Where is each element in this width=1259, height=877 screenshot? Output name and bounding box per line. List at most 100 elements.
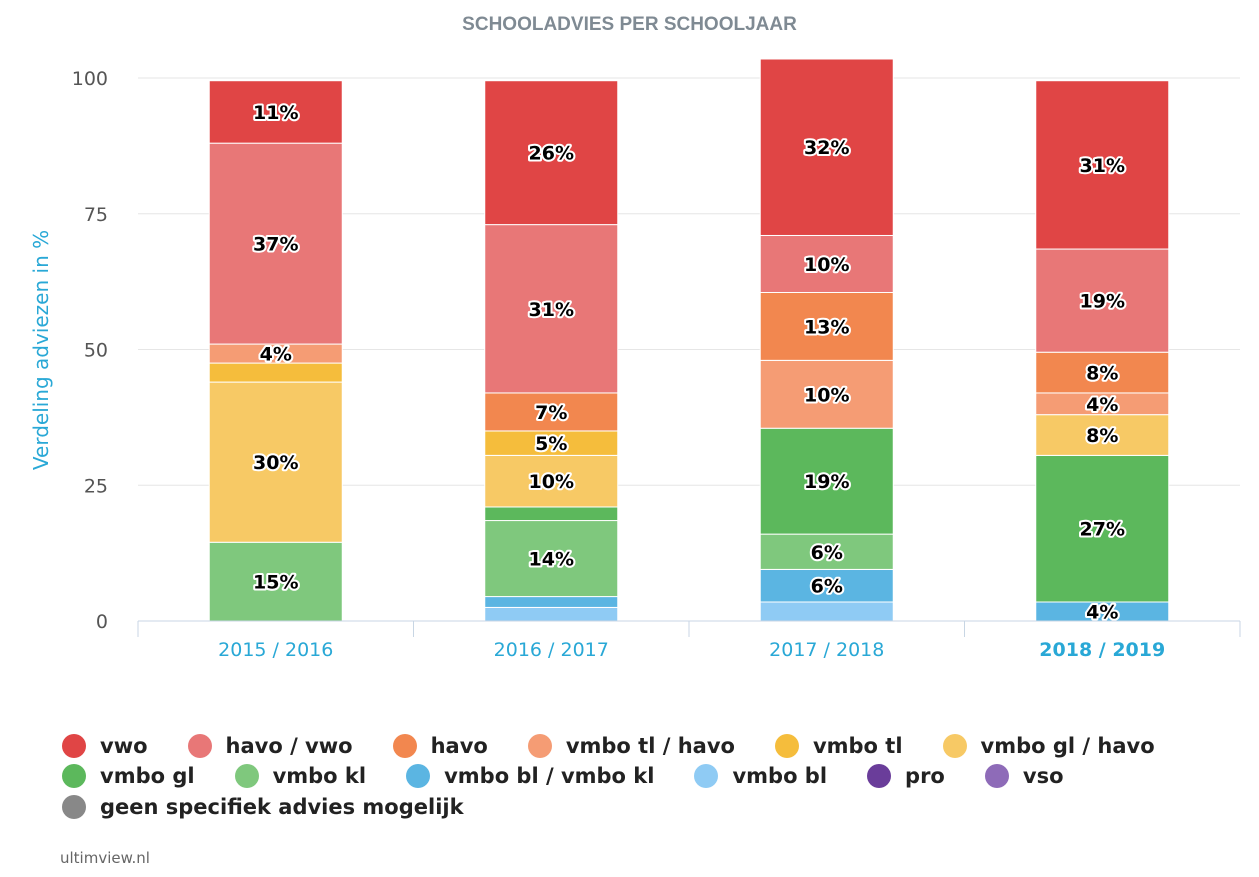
data-label: 4%	[1086, 394, 1118, 416]
legend-marker-icon	[942, 733, 967, 758]
bar-segment[interactable]	[208, 80, 343, 144]
legend-marker-icon	[187, 733, 212, 758]
legend-item[interactable]: vmbo bl	[694, 762, 827, 791]
legend-marker-icon	[984, 764, 1009, 788]
stacked-bar-chart: 0 25 50 75 100 Verdeling adviezen in % 15% 30…	[29, 58, 1241, 661]
data-label: 4%	[260, 344, 292, 366]
data-label: 6%	[811, 576, 843, 598]
bar-segment[interactable]	[759, 427, 894, 535]
x-tick-label: 2017 / 2018	[769, 639, 884, 661]
legend-item[interactable]: vmbo tl / havo	[527, 731, 735, 760]
legend-label: vmbo gl	[100, 764, 195, 788]
data-label: 14%	[529, 549, 574, 571]
legend-item[interactable]: vmbo tl	[774, 731, 903, 760]
bar-segment[interactable]	[484, 454, 619, 508]
data-label: 26%	[529, 143, 574, 165]
legend-marker-icon	[867, 764, 892, 788]
bar-segment[interactable]	[1035, 80, 1170, 250]
legend-item[interactable]: vmbo bl / vmbo kl	[406, 762, 654, 791]
legend-label: vmbo bl	[732, 764, 828, 788]
legend-label: havo	[430, 733, 488, 758]
y-tick-label: 75	[84, 204, 108, 226]
bar-segment[interactable]	[484, 506, 619, 522]
bar-segment[interactable]	[208, 541, 343, 622]
legend: vwo havo / vwo havo vmbo tl / havo vmbo tl vm…	[62, 731, 1232, 823]
legend-label: vmbo gl / havo	[980, 733, 1155, 758]
data-label: 19%	[1080, 291, 1125, 313]
bar-segment[interactable]	[208, 362, 343, 383]
y-axis-ticks: 0 25 50 75 100	[72, 68, 108, 633]
y-tick-label: 0	[96, 611, 108, 633]
bar-segment[interactable]	[208, 142, 343, 345]
data-label: 8%	[1086, 425, 1118, 447]
data-label: 5%	[535, 433, 567, 455]
y-tick-label: 25	[84, 475, 108, 497]
legend-label: havo / vwo	[225, 733, 353, 758]
legend-label: geen specifiek advies mogelijk	[100, 794, 464, 819]
data-label: 32%	[804, 137, 849, 159]
legend-label: vmbo tl / havo	[565, 733, 735, 758]
bar-segment[interactable]	[759, 568, 894, 603]
bar-segment[interactable]	[1035, 414, 1170, 456]
legend-item[interactable]: vso	[984, 762, 1064, 791]
bars	[208, 58, 1170, 622]
legend-item[interactable]: vmbo gl	[62, 762, 195, 791]
legend-marker-icon	[62, 764, 86, 788]
bar-segment[interactable]	[1035, 248, 1170, 353]
data-label: 10%	[804, 384, 849, 406]
x-tick-label: 2018 / 2019	[1039, 639, 1165, 661]
legend-marker-icon	[392, 733, 417, 758]
bar-segment[interactable]	[759, 234, 894, 293]
y-tick-label: 50	[84, 340, 108, 362]
data-label: 31%	[1080, 155, 1125, 177]
legend-item[interactable]: vmbo kl	[234, 762, 367, 791]
y-tick-label: 100	[72, 68, 108, 90]
credits-link[interactable]: ultimview.nl	[60, 849, 150, 867]
legend-item[interactable]: geen specifiek advies mogelijk	[62, 792, 464, 821]
legend-marker-icon	[694, 764, 719, 788]
bar-segment[interactable]	[759, 58, 894, 236]
legend-item[interactable]: havo / vwo	[187, 731, 353, 760]
x-tick-label: 2015 / 2016	[218, 639, 333, 661]
data-label: 37%	[253, 234, 298, 256]
data-label: 7%	[535, 402, 567, 424]
bar-segment[interactable]	[759, 291, 894, 361]
legend-label: vwo	[100, 733, 148, 758]
data-label: 8%	[1086, 363, 1118, 385]
legend-marker-icon	[527, 733, 552, 758]
legend-label: vmbo kl	[272, 764, 367, 788]
bar-segment[interactable]	[484, 596, 619, 608]
data-label: 13%	[804, 316, 849, 338]
legend-item[interactable]: pro	[867, 762, 945, 791]
bar-segment[interactable]	[759, 601, 894, 622]
bar-segment[interactable]	[759, 359, 894, 429]
legend-label: pro	[905, 764, 945, 788]
data-label: 10%	[804, 254, 849, 276]
legend-marker-icon	[774, 733, 799, 758]
x-tick-label: 2016 / 2017	[494, 639, 609, 661]
data-label: 10%	[529, 471, 574, 493]
bar-segment[interactable]	[759, 533, 894, 570]
bar-segment[interactable]	[1035, 351, 1170, 394]
legend-label: vmbo tl	[812, 733, 903, 758]
bar-segment[interactable]	[484, 224, 619, 394]
chart-title: SCHOOLADVIES PER SCHOOLJAAR	[462, 14, 797, 35]
y-axis-title: Verdeling adviezen in %	[29, 230, 53, 470]
bar-segment[interactable]	[484, 80, 619, 226]
data-label: 11%	[253, 102, 298, 124]
bar-segment[interactable]	[484, 520, 619, 598]
legend-marker-icon	[62, 733, 86, 758]
bar-segment[interactable]	[484, 430, 619, 456]
legend-item[interactable]: havo	[392, 731, 488, 760]
legend-label: vso	[1022, 764, 1064, 788]
legend-item[interactable]: vmbo gl / havo	[942, 731, 1155, 760]
data-label: 30%	[253, 452, 298, 474]
bar-segment[interactable]	[484, 606, 619, 622]
data-label: 4%	[1086, 601, 1118, 623]
legend-label: vmbo bl / vmbo kl	[444, 764, 655, 788]
bar-segment[interactable]	[208, 381, 343, 543]
legend-item[interactable]: vwo	[62, 731, 148, 760]
bar-segment[interactable]	[484, 392, 619, 432]
data-label: 31%	[529, 299, 574, 321]
bar-segment[interactable]	[1035, 454, 1170, 603]
